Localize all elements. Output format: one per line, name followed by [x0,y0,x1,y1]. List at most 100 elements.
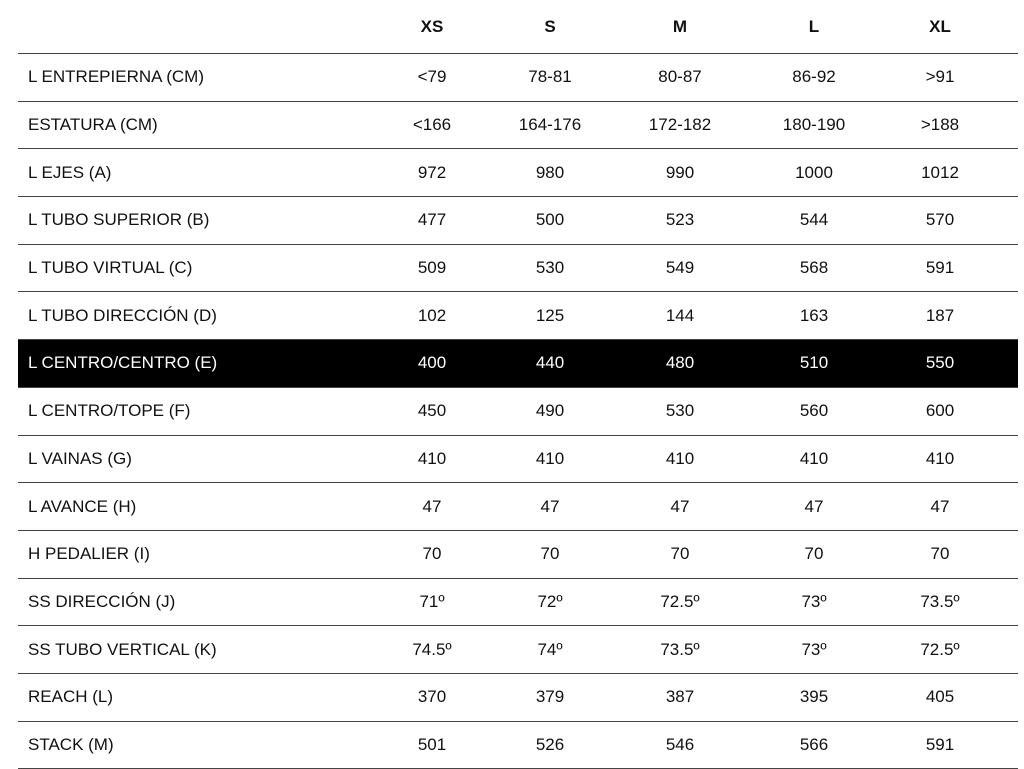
cell: 395 [766,673,862,722]
row-label: L AVANCE (H) [18,482,358,531]
size-table: XS S M L XL L ENTREPIERNA (CM) <79 78-81 80-87 8… [18,0,1018,769]
cell: <166 [358,101,506,150]
table-row: L TUBO VIRTUAL (C) 509 530 549 568 591 [18,244,1018,293]
cell: 405 [862,673,1018,722]
table-row: SS DIRECCIÓN (J) 71º 72º 72.5º 73º 73.5º [18,578,1018,627]
table-row: L TUBO DIRECCIÓN (D) 102 125 144 163 187 [18,291,1018,341]
cell: 591 [862,721,1018,769]
cell: 73.5º [594,625,766,674]
cell: 47 [594,482,766,531]
cell: 70 [506,530,594,579]
row-label: ESTATURA (CM) [18,101,358,150]
cell: 74º [506,625,594,674]
cell: 549 [594,244,766,293]
table-row: L AVANCE (H) 47 47 47 47 47 [18,482,1018,531]
row-label: H PEDALIER (I) [18,530,358,579]
empty-header [18,0,358,54]
cell: 387 [594,673,766,722]
cell: 47 [862,482,1018,531]
cell: 172-182 [594,101,766,150]
table-row: L CENTRO/CENTRO (E) 400 440 480 510 550 [18,339,1018,388]
table-row: L CENTRO/TOPE (F) 450 490 530 560 600 [18,387,1018,436]
cell: 480 [594,339,766,388]
cell: 440 [506,339,594,388]
cell: 47 [506,482,594,531]
page: XS S M L XL L ENTREPIERNA (CM) <79 78-81 80-87 8… [18,0,1018,769]
cell: 125 [506,291,594,341]
table-row: ESTATURA (CM) <166 164-176 172-182 180-190 >1… [18,101,1018,150]
cell: 990 [594,148,766,198]
cell: 501 [358,721,506,769]
cell: 530 [506,244,594,293]
cell: 164-176 [506,101,594,150]
cell: 102 [358,291,506,341]
cell: 70 [862,530,1018,579]
cell: 410 [506,435,594,484]
row-label: L TUBO SUPERIOR (B) [18,196,358,245]
cell: 47 [358,482,506,531]
cell: 187 [862,291,1018,341]
cell: 410 [862,435,1018,484]
cell: 70 [594,530,766,579]
row-label: SS TUBO VERTICAL (K) [18,625,358,674]
cell: 70 [358,530,506,579]
table-row: L TUBO SUPERIOR (B) 477 500 523 544 570 [18,196,1018,245]
row-label: STACK (M) [18,721,358,769]
row-label: SS DIRECCIÓN (J) [18,578,358,627]
cell: 546 [594,721,766,769]
column-header: M [594,0,766,54]
cell: 74.5º [358,625,506,674]
cell: 550 [862,339,1018,388]
cell: 72º [506,578,594,627]
table-row: H PEDALIER (I) 70 70 70 70 70 [18,530,1018,579]
cell: 568 [766,244,862,293]
cell: 78-81 [506,53,594,102]
cell: 509 [358,244,506,293]
column-header: XS [358,0,506,54]
cell: <79 [358,53,506,102]
cell: 560 [766,387,862,436]
row-label: REACH (L) [18,673,358,722]
cell: 72.5º [862,625,1018,674]
cell: >91 [862,53,1018,102]
row-label: L EJES (A) [18,148,358,198]
header-row: XS S M L XL [18,0,1018,54]
table-row: STACK (M) 501 526 546 566 591 [18,721,1018,769]
cell: 73.5º [862,578,1018,627]
cell: 526 [506,721,594,769]
cell: 400 [358,339,506,388]
cell: 523 [594,196,766,245]
cell: 73º [766,625,862,674]
cell: 1012 [862,148,1018,198]
column-header: L [766,0,862,54]
row-label: L TUBO DIRECCIÓN (D) [18,291,358,341]
cell: 490 [506,387,594,436]
cell: 71º [358,578,506,627]
cell: 379 [506,673,594,722]
cell: 163 [766,291,862,341]
table-row: L ENTREPIERNA (CM) <79 78-81 80-87 86-92 >91 [18,53,1018,102]
column-header: XL [862,0,1018,54]
table-row: L EJES (A) 972 980 990 1000 1012 [18,148,1018,198]
cell: 980 [506,148,594,198]
row-label: L TUBO VIRTUAL (C) [18,244,358,293]
cell: 144 [594,291,766,341]
cell: 370 [358,673,506,722]
cell: 600 [862,387,1018,436]
column-header: S [506,0,594,54]
cell: 544 [766,196,862,245]
table-row: SS TUBO VERTICAL (K) 74.5º 74º 73.5º 73º 72.5… [18,625,1018,674]
cell: >188 [862,101,1018,150]
cell: 450 [358,387,506,436]
cell: 72.5º [594,578,766,627]
row-label: L VAINAS (G) [18,435,358,484]
row-label: L CENTRO/CENTRO (E) [18,339,358,388]
cell: 70 [766,530,862,579]
cell: 410 [766,435,862,484]
cell: 410 [594,435,766,484]
cell: 530 [594,387,766,436]
cell: 410 [358,435,506,484]
cell: 47 [766,482,862,531]
table-row: L VAINAS (G) 410 410 410 410 410 [18,435,1018,484]
row-label: L CENTRO/TOPE (F) [18,387,358,436]
